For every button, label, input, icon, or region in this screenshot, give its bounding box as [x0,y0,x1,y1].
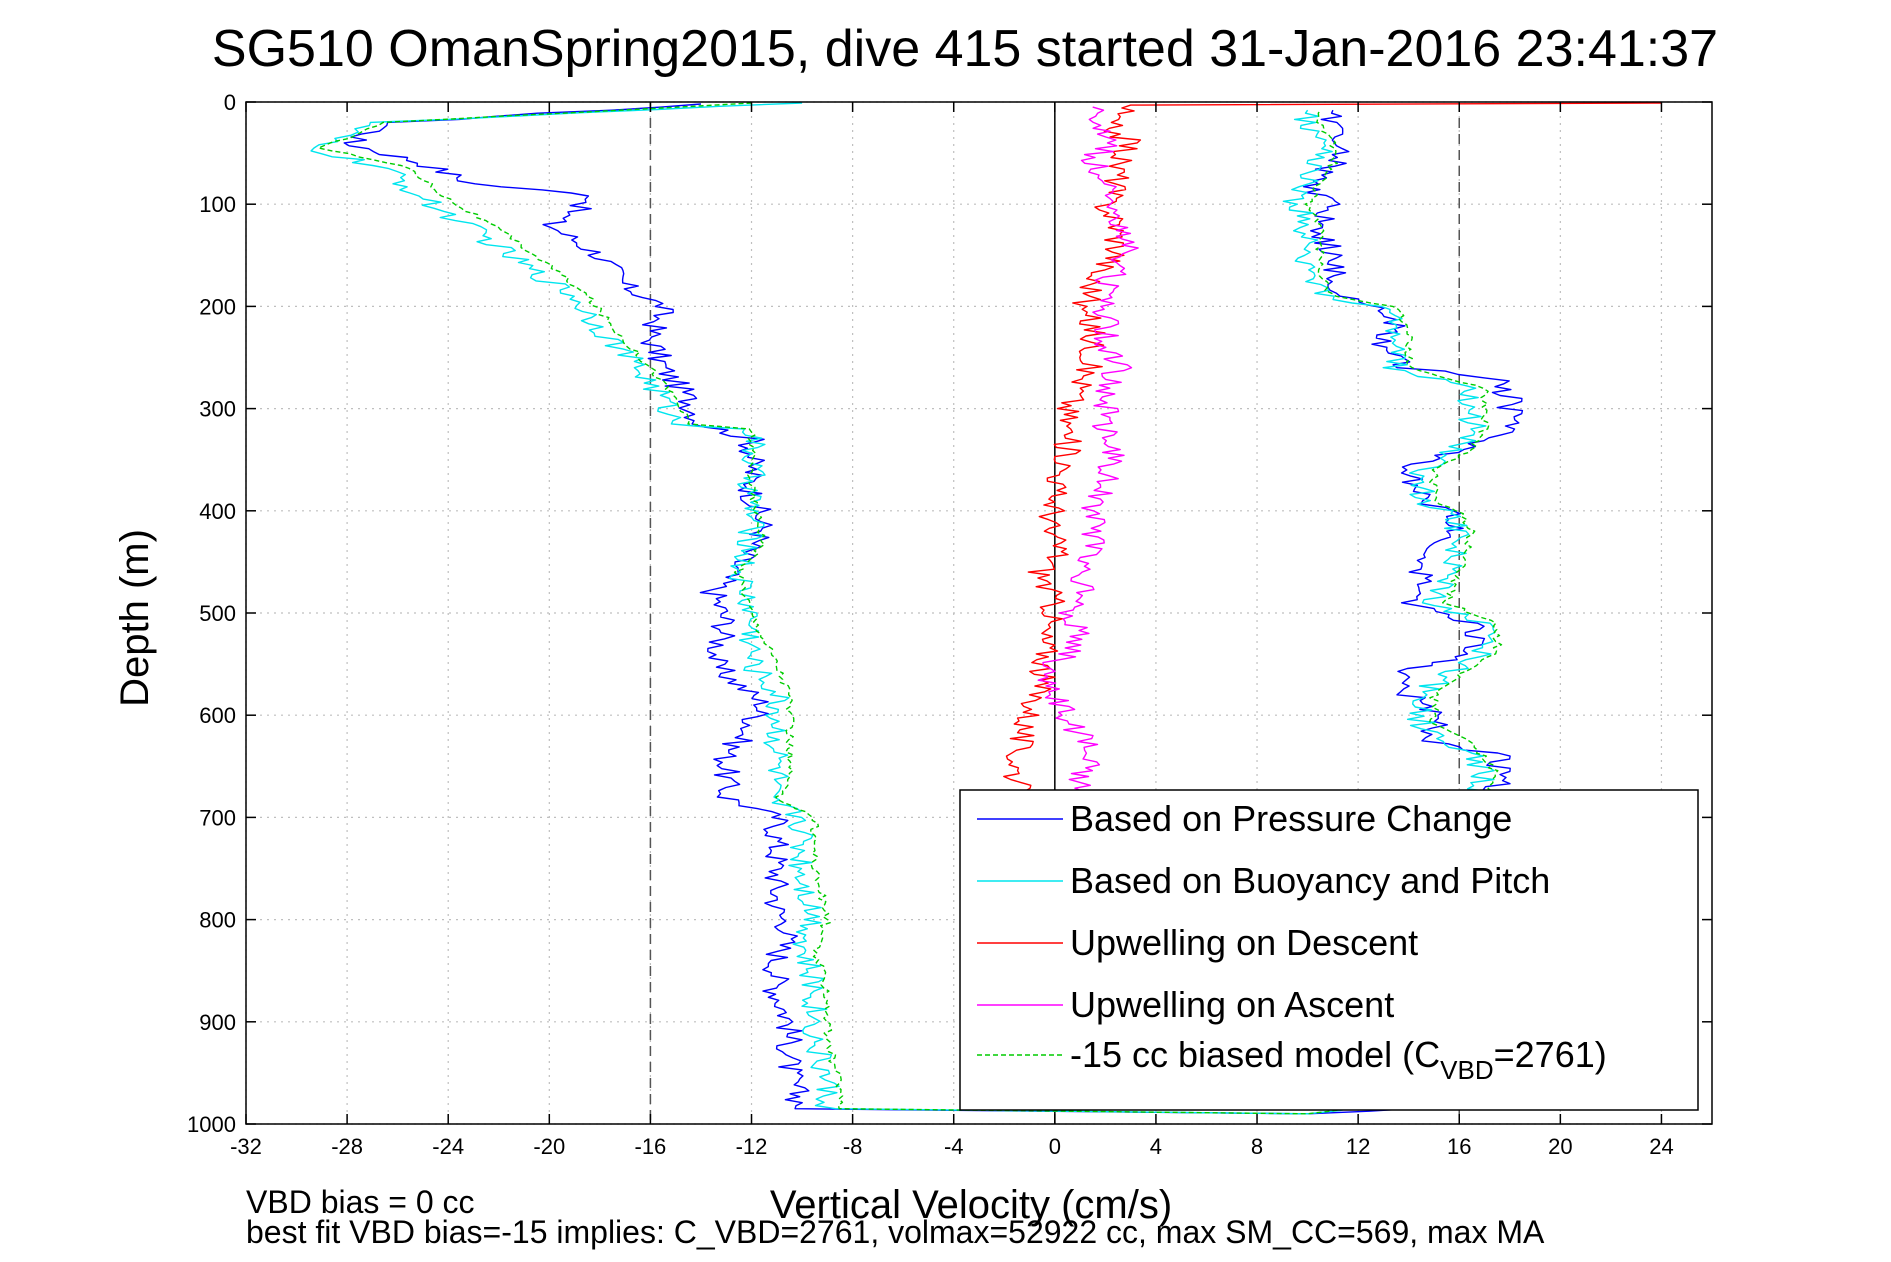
x-tick-label: 20 [1548,1134,1572,1159]
y-tick-label: 700 [199,805,236,830]
legend-box [959,789,1699,1111]
y-tick-label: 800 [199,908,236,933]
y-tick-label: 400 [199,499,236,524]
series-line-5 [317,102,1503,1115]
y-tick-label: 100 [199,192,236,217]
y-tick-label: 500 [199,601,236,626]
legend: Based on Pressure Change Based on Buoyanc… [959,789,1699,1111]
x-axis-ticks: -32 -28 -24 -20 -16 -12 -8 -4 0 4 8 12 16 20 24 [230,102,1674,1159]
y-tick-label: 1000 [187,1112,236,1137]
x-tick-label: 16 [1447,1134,1471,1159]
legend-label-1: Based on Pressure Change [1070,798,1512,839]
series-line-1 [343,103,1524,1115]
x-tick-label: 8 [1251,1134,1263,1159]
x-tick-label: -16 [635,1134,667,1159]
x-tick-label: -28 [331,1134,363,1159]
legend-label-2: Based on Buoyancy and Pitch [1070,860,1550,901]
x-tick-label: 24 [1649,1134,1673,1159]
best-fit-note: best fit VBD bias=-15 implies: C_VBD=276… [246,1214,1545,1250]
x-tick-label: -24 [432,1134,464,1159]
y-tick-label: 300 [199,397,236,422]
y-axis-label: Depth (m) [113,529,157,707]
legend-label-4: Upwelling on Ascent [1070,984,1394,1025]
x-tick-label: -8 [843,1134,863,1159]
x-axis-label: Vertical Velocity (cm/s) [770,1183,1172,1227]
y-tick-label: 600 [199,703,236,728]
chart-title: SG510 OmanSpring2015, dive 415 started 3… [212,20,1718,78]
x-tick-label: -32 [230,1134,262,1159]
y-tick-label: 900 [199,1010,236,1035]
series-line-2 [310,102,1496,1115]
y-axis-ticks: 0 100 200 300 400 500 600 700 800 900 1000 [187,90,1712,1137]
y-tick-label: 0 [224,90,236,115]
x-tick-label: -12 [736,1134,768,1159]
vbd-bias-note: VBD bias = 0 cc [246,1184,475,1220]
x-tick-label: -4 [944,1134,964,1159]
x-tick-label: -20 [533,1134,565,1159]
x-tick-label: 4 [1150,1134,1162,1159]
y-tick-label: 200 [199,294,236,319]
legend-label-3: Upwelling on Descent [1070,922,1418,963]
x-tick-label: 12 [1346,1134,1370,1159]
x-tick-label: 0 [1049,1134,1061,1159]
